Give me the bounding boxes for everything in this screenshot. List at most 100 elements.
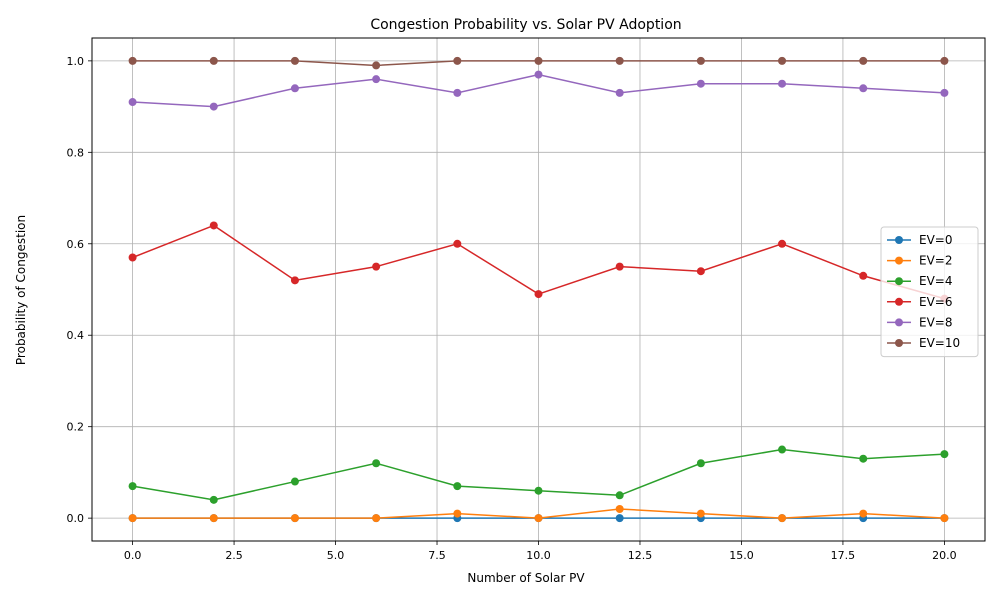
data-point	[128, 514, 137, 523]
x-tick-label: 12.5	[628, 549, 653, 562]
data-point	[534, 290, 543, 299]
legend-swatch-marker	[895, 318, 903, 327]
data-point	[453, 239, 462, 248]
data-point	[940, 56, 949, 65]
legend-swatch-marker	[895, 256, 903, 265]
legend-label: EV=2	[919, 254, 952, 268]
chart-title: Congestion Probability vs. Solar PV Adop…	[370, 17, 681, 33]
data-point	[778, 514, 787, 523]
legend-item: EV=0	[887, 233, 952, 247]
data-point	[128, 56, 137, 65]
y-tick-label: 0.0	[67, 512, 85, 525]
data-point	[615, 56, 624, 65]
data-point	[859, 84, 868, 93]
data-point	[290, 84, 299, 93]
legend-item: EV=2	[887, 254, 952, 268]
data-point	[534, 486, 543, 495]
data-point	[209, 495, 218, 504]
legend-label: EV=0	[919, 233, 952, 247]
data-point	[209, 102, 218, 111]
data-point	[859, 509, 868, 518]
data-point	[453, 509, 462, 518]
data-point	[778, 79, 787, 88]
data-point	[534, 56, 543, 65]
data-point	[534, 514, 543, 523]
x-tick-label: 5.0	[327, 549, 345, 562]
data-point	[615, 514, 624, 523]
y-tick-label: 0.6	[67, 238, 85, 251]
data-point	[372, 61, 381, 70]
data-point	[128, 482, 137, 491]
data-point	[778, 445, 787, 454]
data-point	[696, 459, 705, 468]
data-point	[290, 477, 299, 486]
data-point	[453, 88, 462, 97]
legend-item: EV=4	[887, 274, 952, 288]
legend-label: EV=10	[919, 336, 960, 350]
legend-box	[880, 226, 979, 358]
legend-swatch-marker	[895, 277, 903, 286]
data-point	[696, 56, 705, 65]
data-point	[372, 262, 381, 271]
x-tick-label: 2.5	[225, 549, 243, 562]
data-point	[615, 88, 624, 97]
data-point	[372, 514, 381, 523]
data-point	[290, 276, 299, 285]
x-axis: 0.0 2.5 5.0 7.5 10.0 12.5 15.0 17.5 20.0	[124, 541, 957, 562]
legend-label: EV=4	[919, 274, 952, 288]
y-axis-label: Probability of Congestion	[14, 215, 28, 365]
data-point	[615, 262, 624, 271]
data-point	[615, 491, 624, 500]
data-point	[290, 514, 299, 523]
data-point	[372, 75, 381, 84]
x-tick-label: 15.0	[729, 549, 754, 562]
data-point	[290, 56, 299, 65]
data-point	[696, 79, 705, 88]
data-point	[453, 56, 462, 65]
grid	[92, 38, 985, 541]
y-tick-label: 0.4	[67, 329, 85, 342]
data-point	[940, 450, 949, 459]
legend-label: EV=8	[919, 315, 952, 329]
data-point	[453, 482, 462, 491]
y-axis: 0.0 0.2 0.4 0.6 0.8 1.0	[67, 55, 92, 525]
data-point	[940, 88, 949, 97]
x-tick-label: 20.0	[932, 549, 957, 562]
data-point	[534, 70, 543, 79]
legend-item: EV=8	[887, 315, 952, 329]
data-point	[778, 56, 787, 65]
data-point	[778, 239, 787, 248]
series-ev-10	[128, 56, 949, 70]
data-point	[859, 271, 868, 280]
data-point	[209, 221, 218, 230]
data-point	[209, 514, 218, 523]
legend: EV=0 EV=2 EV=4 EV=6 EV=8 EV=10	[880, 226, 979, 358]
y-tick-label: 1.0	[67, 55, 85, 68]
y-tick-label: 0.8	[67, 146, 85, 159]
data-point	[696, 267, 705, 276]
data-point	[615, 504, 624, 513]
plot-area	[128, 56, 949, 523]
legend-swatch-marker	[895, 297, 903, 306]
data-point	[859, 56, 868, 65]
legend-item: EV=6	[887, 295, 952, 309]
data-point	[128, 253, 137, 262]
legend-swatch-marker	[895, 339, 903, 347]
x-tick-label: 17.5	[831, 549, 856, 562]
x-axis-label: Number of Solar PV	[467, 571, 585, 585]
legend-swatch-marker	[895, 236, 903, 244]
x-tick-label: 10.0	[526, 549, 551, 562]
data-point	[372, 459, 381, 468]
data-point	[696, 509, 705, 518]
data-point	[128, 98, 137, 107]
data-point	[859, 454, 868, 463]
y-tick-label: 0.2	[67, 421, 85, 434]
legend-item: EV=10	[887, 336, 960, 350]
x-tick-label: 0.0	[124, 549, 142, 562]
x-tick-label: 7.5	[428, 549, 446, 562]
data-point	[940, 514, 949, 523]
legend-label: EV=6	[919, 295, 952, 309]
series-ev-2	[128, 504, 949, 523]
data-point	[209, 56, 218, 65]
